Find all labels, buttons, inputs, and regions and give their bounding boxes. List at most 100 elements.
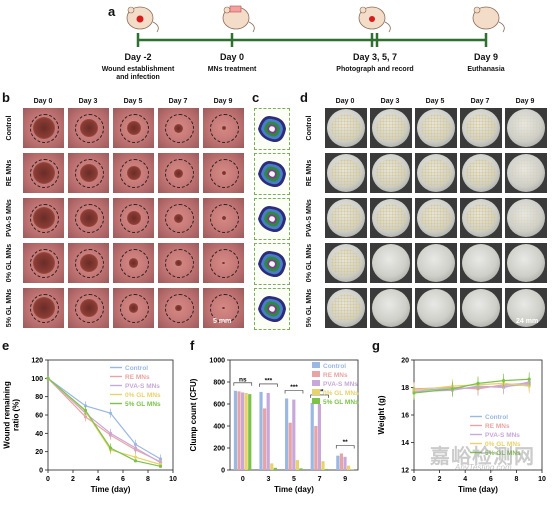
wound-outline [165, 114, 194, 143]
significance-label: *** [265, 377, 273, 384]
bacterial-colonies [376, 159, 406, 187]
petri-dish [507, 289, 545, 327]
bar-5-gl-mns [324, 468, 329, 470]
wound-area [32, 207, 55, 229]
wound-day-header: Day 7 [168, 98, 188, 105]
agar-plate [325, 198, 367, 238]
data-point-control [158, 457, 163, 461]
significance-label: *** [290, 384, 298, 391]
wound-area [79, 254, 98, 272]
agar-plate [460, 198, 502, 238]
agar-plate [370, 288, 412, 328]
wound-photo [158, 198, 199, 238]
wound-photo [68, 108, 109, 148]
clump-count-chart: 020040060080010000ns3***5***7***9**Time … [189, 358, 359, 495]
plate-day-header: Day 0 [335, 98, 355, 105]
significance-bracket [259, 383, 278, 387]
significance-label: ** [343, 439, 349, 446]
wound-row-label: Control [6, 115, 13, 141]
bar-pva-s-mns [317, 404, 321, 470]
bacterial-colonies [511, 204, 541, 232]
wound-area [128, 303, 139, 313]
x-tick-label: 6 [489, 476, 493, 483]
y-tick-label: 120 [31, 358, 43, 365]
wound-outline [120, 114, 149, 143]
wound-trace-svg [258, 205, 286, 233]
x-tick-label: 6 [121, 476, 125, 483]
wound-outline [75, 204, 104, 233]
bar-5-gl-mns [273, 467, 277, 470]
x-axis-label: Time (day) [458, 485, 498, 494]
petri-dish [372, 244, 410, 282]
wound-area [222, 261, 225, 265]
wound-row-label: PVA-S MNs [6, 199, 13, 237]
watermark-url: AnyTesting.com [455, 463, 512, 472]
bacterial-colonies [331, 249, 361, 277]
data-point-5-gl-mns [108, 446, 113, 450]
timeline-caption-1: Wound establishment and infection [78, 66, 198, 82]
wound-area [221, 126, 226, 130]
agar-plate [370, 153, 412, 193]
wound-outline [210, 249, 239, 278]
watermark: 嘉峪检测网 [430, 440, 535, 469]
wound-area [174, 213, 183, 223]
watermark-text: 嘉峪检测网 [430, 446, 535, 468]
x-tick-label: 2 [71, 476, 75, 483]
agar-plate [505, 198, 547, 238]
data-point-5-gl-mns [502, 379, 506, 383]
timeline-day-4: Day 9 [473, 52, 499, 62]
legend-label: RE MNs [125, 374, 150, 381]
legend-label: 0% GL MNs [485, 441, 521, 448]
agar-plate [460, 108, 502, 148]
legend-swatch [312, 362, 320, 368]
wound-photo [23, 288, 64, 328]
y-tick-label: 100 [31, 376, 43, 383]
mouse-icon-4 [472, 6, 505, 33]
wound-photo [68, 288, 109, 328]
significance-bracket [233, 382, 253, 386]
trace-ring [269, 306, 275, 312]
agar-plate [460, 288, 502, 328]
wound-area [126, 166, 141, 180]
bar-control [285, 398, 289, 470]
bar-pva-s-mns [292, 399, 296, 470]
agar-plate [505, 153, 547, 193]
legend-label: 5% GL MNs [485, 450, 521, 457]
wound-outline [30, 249, 59, 278]
petri-dish [507, 199, 545, 237]
wound-outline [210, 294, 239, 323]
timeline-caption-1-text: Wound establishment and infection [101, 66, 175, 81]
data-point-control [108, 411, 113, 415]
legend-label: Control [125, 365, 148, 372]
wound-outline [75, 294, 104, 323]
y-tick-label: 0 [221, 468, 225, 475]
data-point-0-gl-mns [133, 455, 138, 459]
agar-plate [460, 153, 502, 193]
plate-row-label: 0% GL MNs [306, 243, 313, 283]
agar-plate [415, 243, 457, 283]
y-tick-label: 60 [35, 413, 43, 420]
y-tick-label: 20 [35, 449, 43, 456]
series-line-control [47, 377, 161, 460]
wound-photo [158, 288, 199, 328]
wound-photo [203, 153, 244, 193]
wound-photo [113, 243, 154, 283]
wound-photo [203, 288, 244, 328]
bar-control [259, 391, 263, 470]
wound-area [221, 216, 226, 220]
plate-row-label: PVA-S MNs [306, 199, 313, 237]
wound-area [221, 171, 226, 175]
bar-pva-s-mns [266, 393, 270, 470]
mouse-icon-1 [126, 6, 159, 33]
plate-row-label: RE MNs [306, 159, 313, 187]
y-tick-label: 200 [213, 446, 225, 453]
x-axis-label: Time (day) [91, 485, 131, 494]
wound-day-header: Day 9 [213, 98, 233, 105]
y-axis-label-line: Weight (g) [377, 395, 386, 434]
agar-plate [325, 288, 367, 328]
x-tick-label: 8 [146, 476, 150, 483]
wound-row-label: RE MNs [6, 159, 13, 187]
wound-day-header: Day 3 [78, 98, 98, 105]
wound-outline [30, 294, 59, 323]
